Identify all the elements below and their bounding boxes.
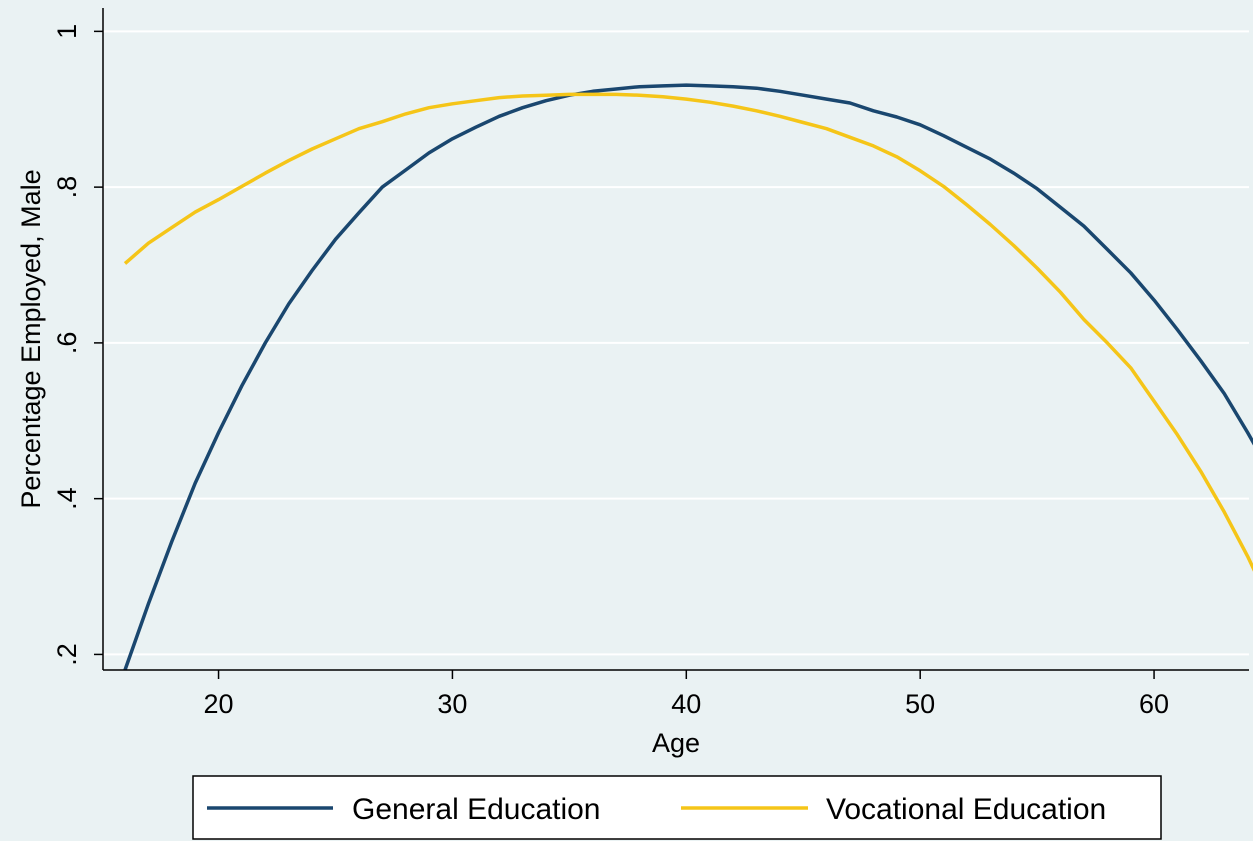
x-tick-label: 60 — [1139, 689, 1169, 719]
gridlines — [103, 30, 1249, 656]
plot-area — [103, 8, 1249, 670]
y-tick-label: .6 — [52, 332, 82, 355]
x-tick-label: 40 — [671, 689, 701, 719]
x-tick-label: 50 — [905, 689, 935, 719]
y-axis-title: Percentage Employed, Male — [16, 169, 46, 508]
y-tick-label: .2 — [52, 643, 82, 666]
legend-label-general-education: General Education — [352, 793, 601, 826]
x-tick-label: 20 — [204, 689, 234, 719]
legend-box — [192, 775, 1162, 840]
axes: .2 .4 .6 .8 1 20 30 40 50 60 — [52, 8, 1249, 719]
x-axis-title: Age — [652, 728, 700, 758]
legend: General Education Vocational Education — [192, 775, 1162, 840]
y-tick-label: 1 — [52, 24, 82, 39]
x-tick-label: 30 — [437, 689, 467, 719]
series-line-general-education — [123, 83, 1253, 671]
y-tick-label: .4 — [52, 487, 82, 510]
series-lines — [123, 83, 1253, 671]
legend-label-vocational-education: Vocational Education — [826, 793, 1106, 826]
series-line-vocational-education — [123, 92, 1253, 572]
y-tick-label: .8 — [52, 176, 82, 199]
